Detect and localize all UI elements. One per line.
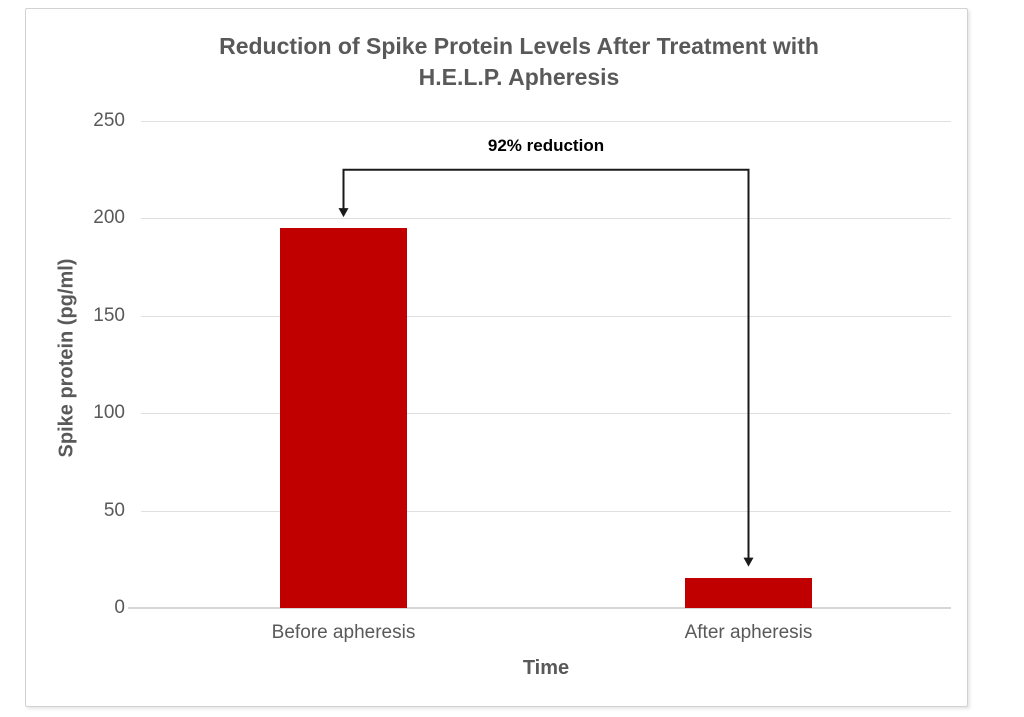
- chart-title-line2: H.E.L.P. Apheresis: [418, 64, 620, 90]
- y-axis-title: Spike protein (pg/ml): [55, 258, 78, 458]
- y-tick-label-50: 50: [103, 499, 125, 521]
- y-tick-label-150: 150: [93, 304, 125, 326]
- x-category-label-after-apheresis: After apheresis: [684, 622, 813, 643]
- chart-title-line1: Reduction of Spike Protein Levels After …: [219, 33, 819, 59]
- gridline-y-50: [141, 510, 951, 512]
- arrowhead-before: [338, 208, 349, 218]
- chart-title: Reduction of Spike Protein Levels After …: [71, 31, 967, 93]
- gridline-y-150: [141, 315, 951, 317]
- x-category-label-before-apheresis: Before apheresis: [271, 622, 416, 643]
- reduction-arrow: [338, 168, 754, 567]
- x-axis-line: [128, 607, 951, 609]
- gridline-y-250: [141, 121, 951, 122]
- bar-before-apheresis: [280, 228, 407, 608]
- annotation-label: 92% reduction: [487, 135, 605, 155]
- plot-area: 0 50 100 150 200 250 Before apheresis After aph…: [93, 110, 951, 643]
- arrowhead-after: [743, 557, 754, 567]
- y-tick-label-200: 200: [93, 207, 125, 229]
- y-tick-label-0: 0: [114, 597, 125, 618]
- y-tick-label-100: 100: [93, 402, 125, 424]
- bar-after-apheresis: [685, 577, 812, 608]
- x-axis-title: Time: [522, 657, 570, 679]
- gridline-y-100: [141, 413, 951, 415]
- chart-panel: Reduction of Spike Protein Levels After …: [25, 8, 968, 707]
- gridline-y-200: [141, 218, 951, 220]
- y-tick-label-250: 250: [93, 110, 125, 131]
